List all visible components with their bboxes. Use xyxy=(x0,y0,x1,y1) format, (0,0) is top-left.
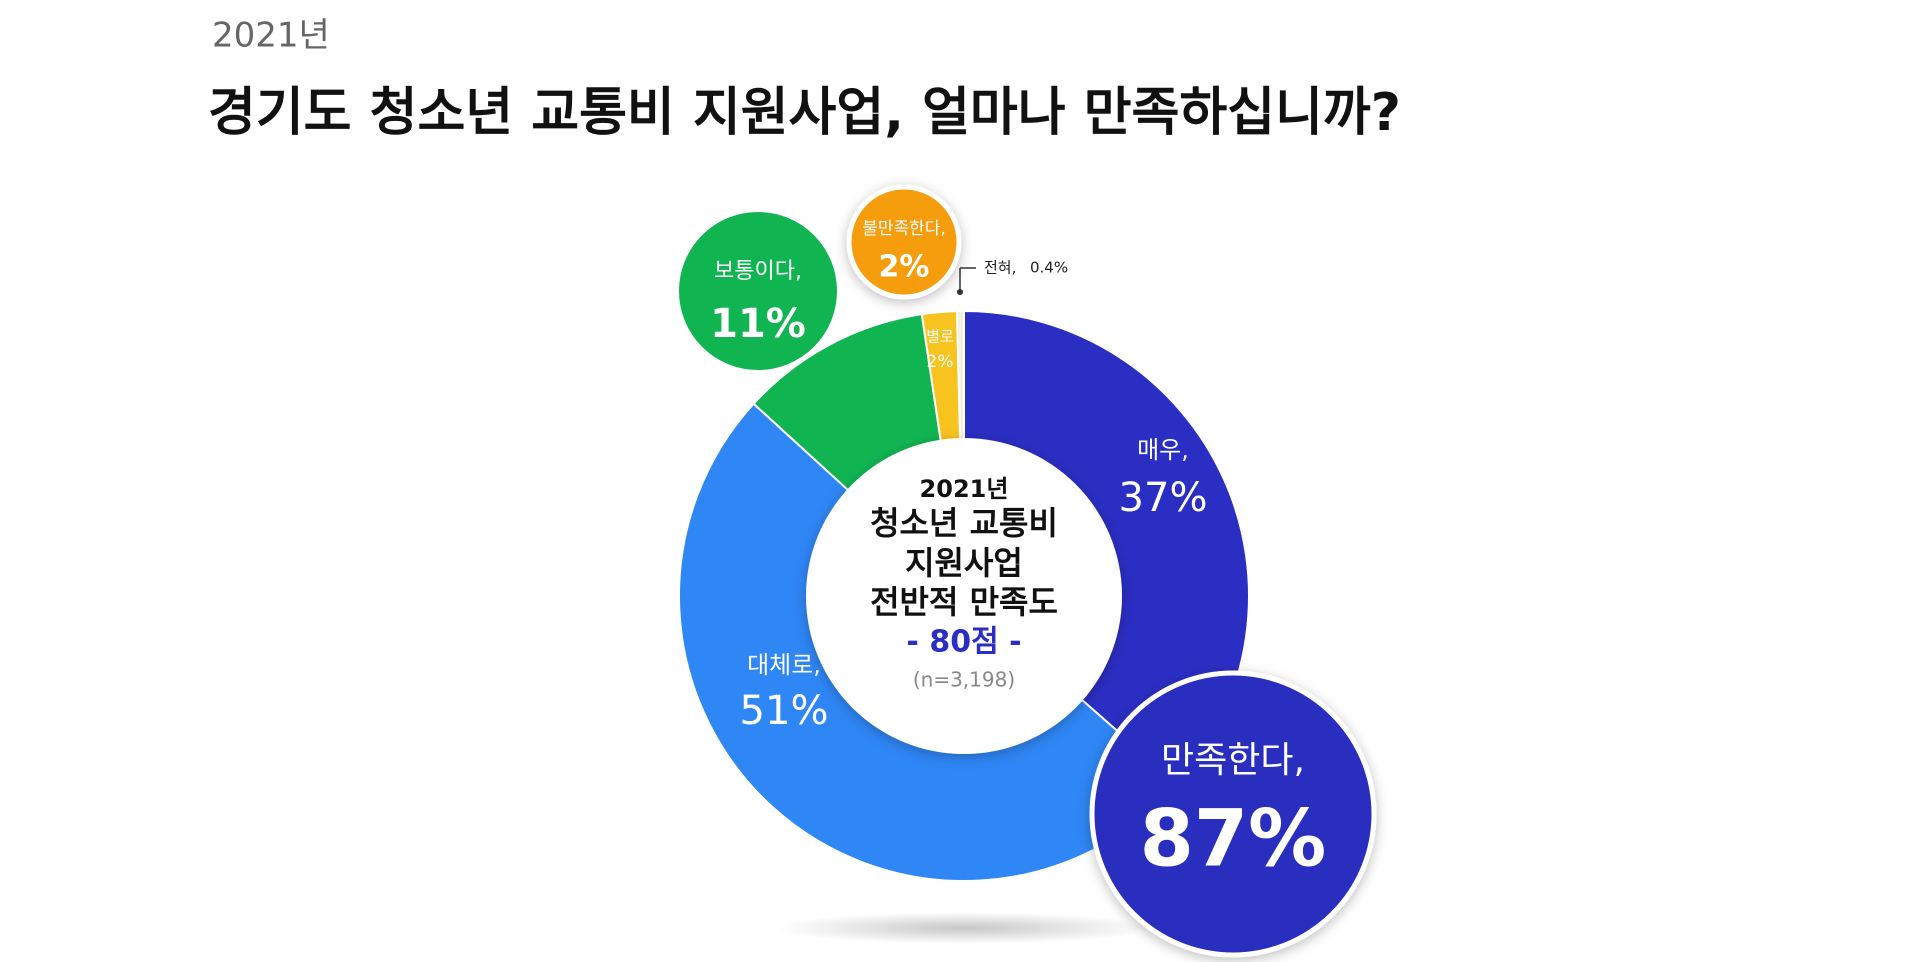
group-value-label: 87% xyxy=(1140,794,1327,884)
segment-label: 매우, xyxy=(1137,436,1189,464)
group-label: 만족한다, xyxy=(1161,740,1305,781)
chart-title: 경기도 청소년 교통비 지원사업, 얼마나 만족하십니까? xyxy=(208,83,1401,143)
segment-label: 보통이다, xyxy=(714,259,802,284)
center-text: 지원사업 xyxy=(905,544,1023,582)
segment-label: 전혀, xyxy=(984,259,1016,277)
center-circle xyxy=(806,438,1122,754)
segment-value-label: 2% xyxy=(927,352,954,372)
segment-value-label: 51% xyxy=(740,688,829,734)
segment-label: 별로 xyxy=(926,328,954,346)
center-sample: (n=3,198) xyxy=(913,668,1015,692)
chart-subtitle: 2021년 xyxy=(212,16,330,56)
shadow xyxy=(774,912,1154,944)
center-text: 청소년 교통비 xyxy=(870,504,1058,542)
group-label: 불만족한다, xyxy=(862,219,946,239)
group-bubble xyxy=(846,184,962,300)
leader-dot xyxy=(957,289,963,295)
segment-value-label: 0.4% xyxy=(1030,259,1068,277)
segment-value-label: 11% xyxy=(710,301,806,347)
segment-value-label: 37% xyxy=(1119,475,1208,521)
center-score: - 80점 - xyxy=(906,625,1021,660)
bubble xyxy=(675,208,841,374)
group-bubble xyxy=(1089,670,1377,958)
segment-label: 대체로, xyxy=(747,651,821,679)
center-text: 2021년 xyxy=(920,475,1009,503)
center-text: 전반적 만족도 xyxy=(870,583,1058,621)
group-value-label: 2% xyxy=(879,250,930,285)
